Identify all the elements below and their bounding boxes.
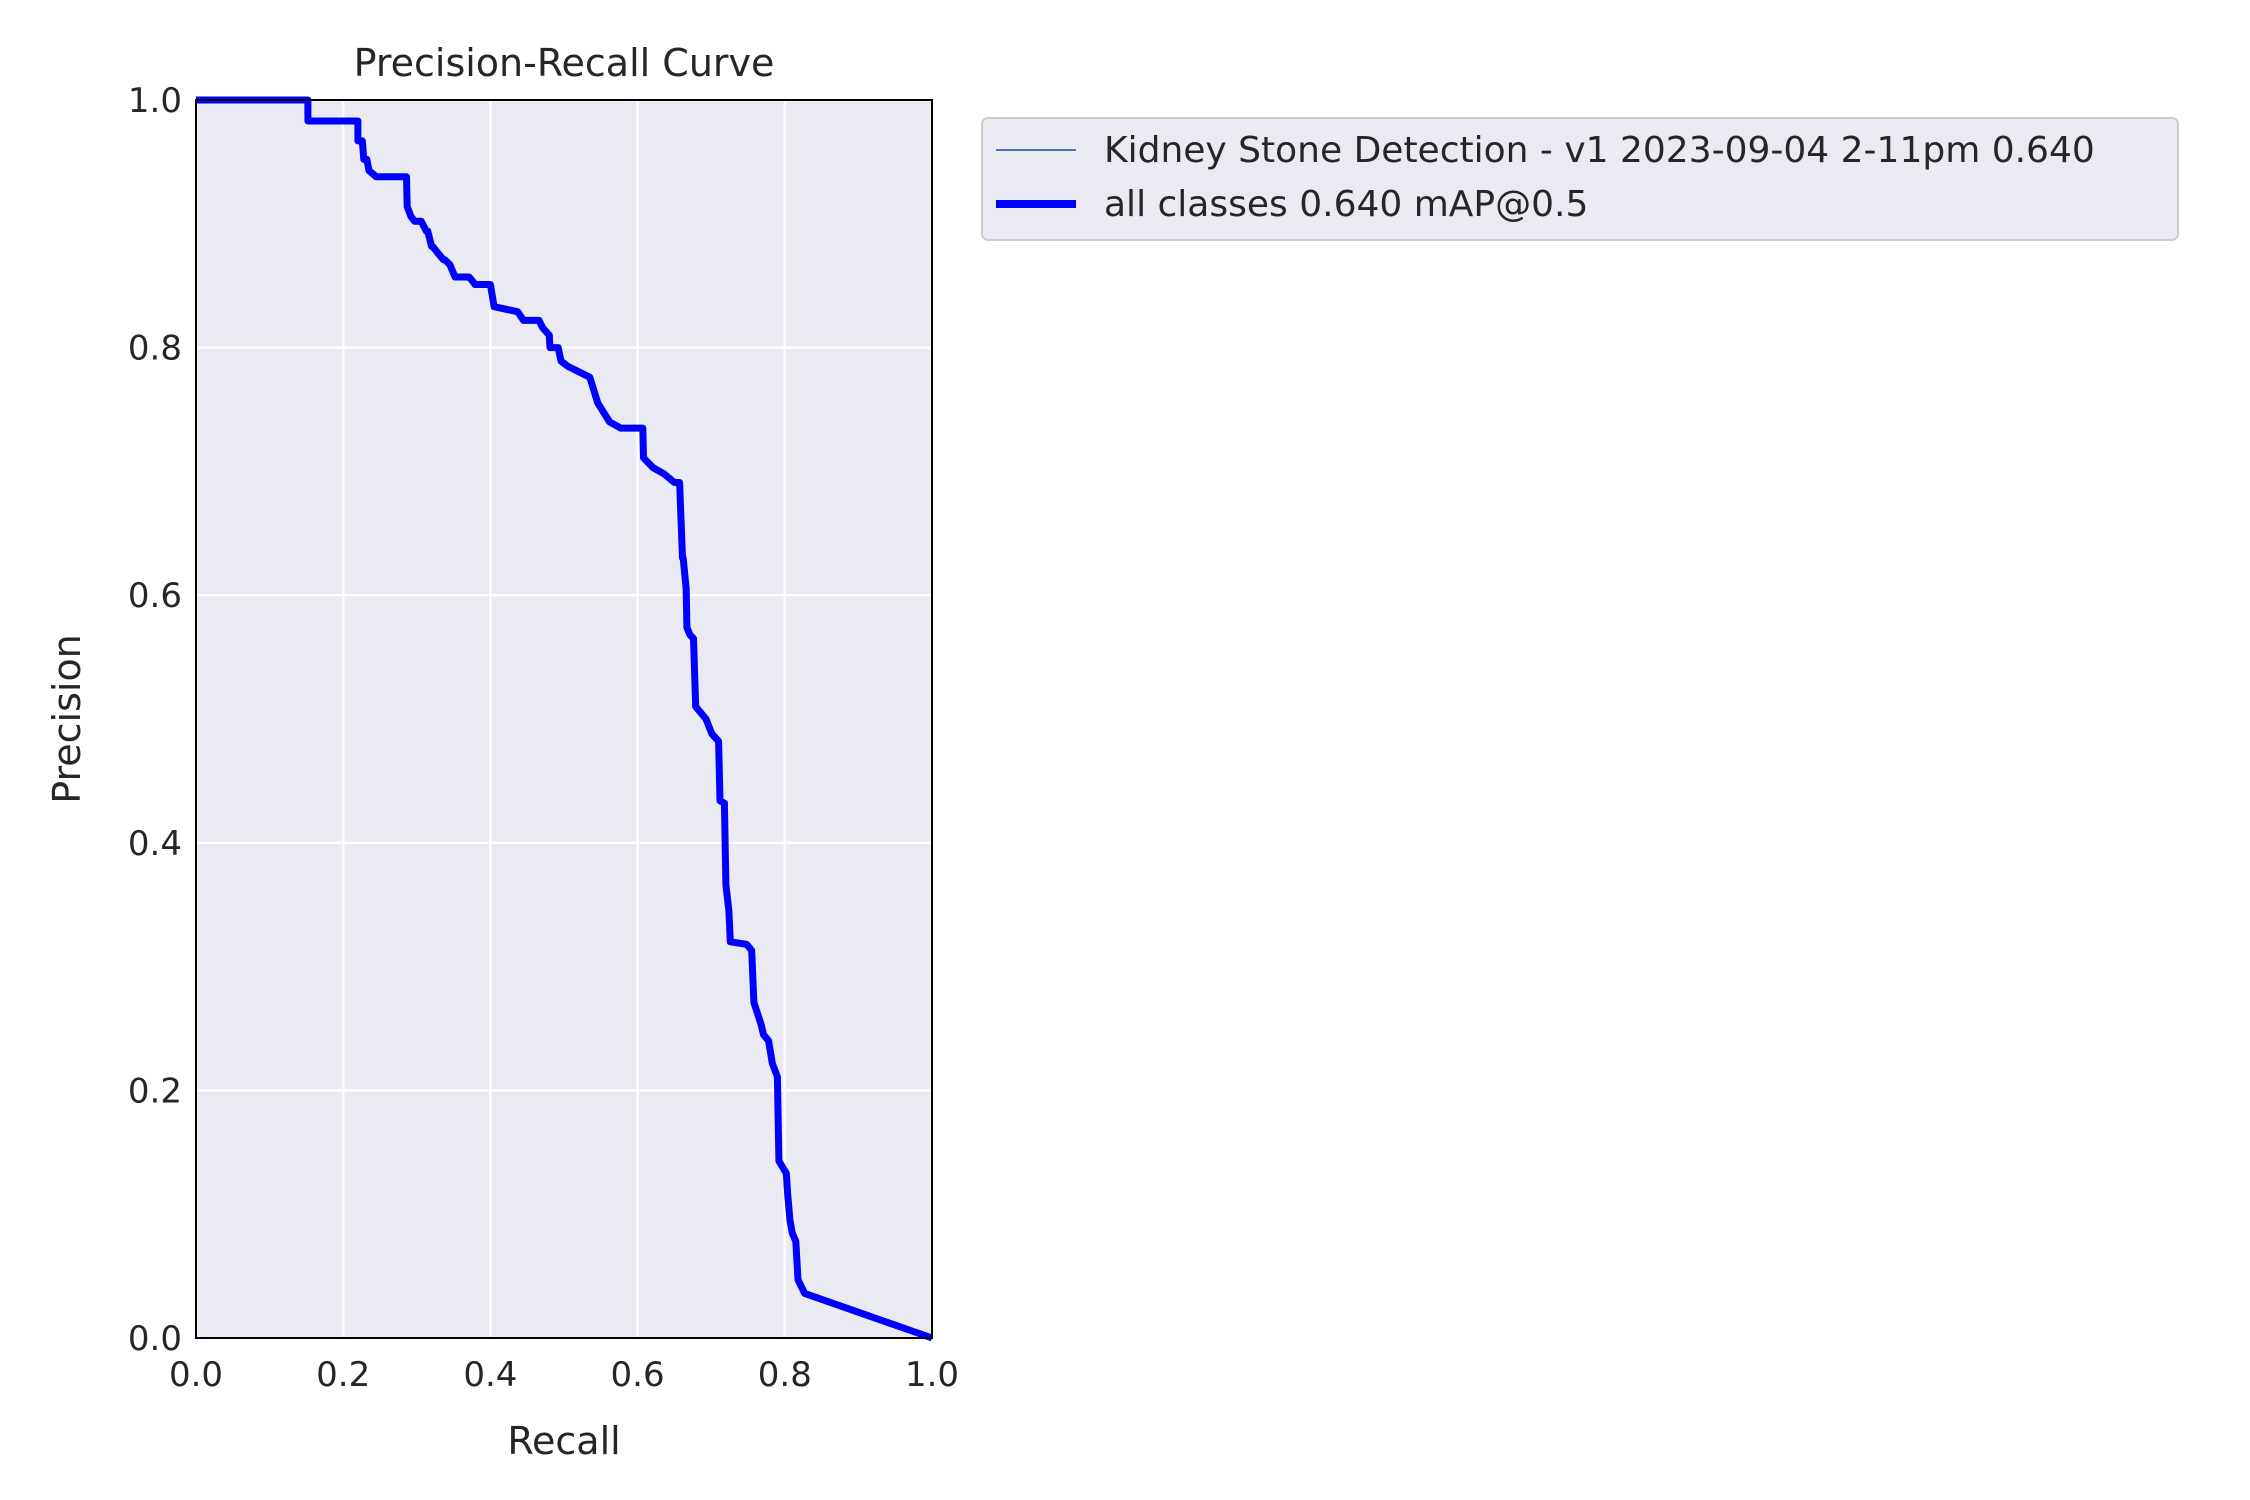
y-tick-label: 0.4: [128, 824, 182, 864]
legend-label-all-classes: all classes 0.640 mAP@0.5: [1104, 184, 1588, 225]
y-tick-label: 0.6: [128, 576, 182, 616]
plot-area: [196, 100, 932, 1338]
legend-box: [981, 117, 2179, 241]
x-tick-label: 1.0: [905, 1355, 959, 1395]
y-tick-label: 0.0: [128, 1319, 182, 1359]
legend: Kidney Stone Detection - v1 2023-09-04 2…: [981, 117, 2179, 241]
series-line-all-classes: [196, 96, 934, 1342]
x-tick-label: 0.4: [463, 1355, 517, 1395]
x-tick-label: 0.2: [316, 1355, 370, 1395]
series-lines: [196, 96, 934, 1342]
x-tick-label: 0.6: [611, 1355, 665, 1395]
x-axis-label: Recall: [507, 1419, 620, 1463]
y-axis-label: Precision: [45, 634, 89, 804]
y-tick-label: 0.8: [128, 329, 182, 369]
plot-frame: [195, 99, 933, 1339]
chart-title: Precision-Recall Curve: [354, 41, 775, 85]
y-tick-label: 0.2: [128, 1071, 182, 1111]
tick-labels: 0.0 0.2 0.4 0.6 0.8 1.0 0.0 0.2 0.4 0.6 0.8 1.0: [128, 81, 959, 1395]
x-tick-label: 0.0: [169, 1355, 223, 1395]
x-tick-label: 0.8: [758, 1355, 812, 1395]
y-tick-label: 1.0: [128, 81, 182, 121]
legend-label-kidney-stone: Kidney Stone Detection - v1 2023-09-04 2…: [1104, 130, 2095, 171]
